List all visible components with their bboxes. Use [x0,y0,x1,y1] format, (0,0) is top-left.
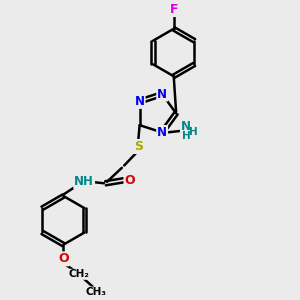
Text: N: N [181,120,191,133]
Text: F: F [169,3,178,16]
Text: N: N [135,95,145,108]
Text: N: N [157,126,167,139]
Text: N: N [157,88,167,100]
Text: NH: NH [74,175,94,188]
Text: H: H [182,131,190,141]
Text: CH₃: CH₃ [85,287,106,297]
Text: CH₂: CH₂ [68,269,89,279]
Text: O: O [124,174,135,187]
Text: S: S [134,140,142,153]
Text: O: O [58,252,69,266]
Text: H: H [189,127,198,136]
